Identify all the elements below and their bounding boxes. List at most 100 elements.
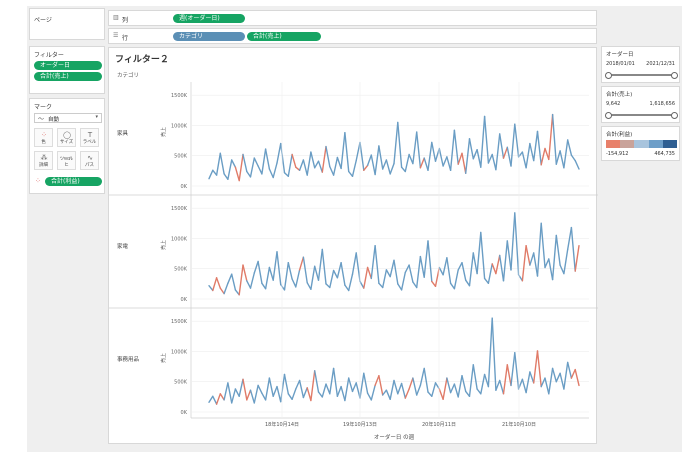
color-button[interactable]: ⁘ 色 bbox=[34, 128, 53, 147]
series-segment bbox=[310, 370, 316, 402]
series-segment bbox=[563, 248, 569, 275]
series-segment bbox=[468, 138, 474, 160]
x-tick-label: 20年10月11日 bbox=[422, 421, 456, 428]
sales-handle-right[interactable] bbox=[671, 112, 678, 119]
rows-label: 行 bbox=[122, 35, 129, 42]
series-segment bbox=[223, 382, 229, 401]
series-segment bbox=[279, 142, 286, 174]
series-segment bbox=[344, 377, 350, 402]
series-segment bbox=[502, 146, 508, 159]
series-segment bbox=[302, 256, 308, 284]
series-segment bbox=[302, 159, 308, 176]
rows-shelf[interactable]: ☰ 行 カテゴリ 合計(売上) bbox=[108, 28, 597, 44]
series-segment bbox=[215, 152, 222, 176]
rows-icon: ☰ bbox=[113, 32, 119, 39]
path-button[interactable]: ∿ パス bbox=[80, 151, 99, 170]
series-segment bbox=[238, 153, 244, 182]
color-pill-profit[interactable]: 合計(利益) bbox=[45, 177, 102, 186]
series-segment bbox=[514, 212, 520, 276]
series-segment bbox=[382, 269, 388, 289]
detail-button[interactable]: ⁂ 詳細 bbox=[34, 151, 53, 170]
series-segment bbox=[555, 372, 561, 383]
series-segment bbox=[212, 277, 218, 292]
series-segment bbox=[261, 148, 267, 175]
series-segment bbox=[389, 162, 395, 175]
profit-color-ramp[interactable] bbox=[606, 140, 678, 148]
series-segment bbox=[336, 261, 342, 279]
series-segment bbox=[536, 222, 542, 277]
series-segment bbox=[548, 113, 554, 161]
series-segment bbox=[340, 385, 346, 402]
series-segment bbox=[264, 377, 271, 401]
series-segment bbox=[404, 153, 410, 173]
mark-type-select[interactable]: 〜 自動 ▾ bbox=[34, 113, 102, 123]
series-segment bbox=[525, 371, 531, 394]
series-segment bbox=[510, 352, 516, 387]
series-segment bbox=[570, 154, 576, 162]
series-segment bbox=[374, 375, 380, 387]
series-segment bbox=[495, 379, 501, 391]
series-segment bbox=[461, 152, 467, 175]
series-segment bbox=[502, 364, 508, 395]
series-segment bbox=[559, 372, 565, 390]
series-segment bbox=[227, 273, 233, 285]
series-segment bbox=[457, 375, 463, 398]
tooltip-button[interactable]: ▭ ツールヒ bbox=[57, 151, 76, 170]
series-segment bbox=[570, 226, 576, 272]
series-segment bbox=[234, 388, 240, 397]
series-segment bbox=[393, 121, 399, 165]
series-segment bbox=[408, 377, 414, 390]
profit-legend-card: 合計(利益) -154,912 464,735 bbox=[601, 126, 680, 161]
size-button[interactable]: ◯ サイズ bbox=[57, 128, 76, 147]
series-segment bbox=[336, 385, 342, 397]
y-tick-label: 1500K bbox=[171, 206, 188, 212]
series-segment bbox=[412, 281, 418, 289]
order-date-slider[interactable] bbox=[608, 74, 674, 76]
marks-card: マーク 〜 自動 ▾ ⁘ 色 ◯ サイズ T ラベル ⁂ 詳細 ▭ ツールヒ ∿ パス ⁘ … bbox=[29, 98, 105, 194]
profit-legend-title: 合計(利益) bbox=[606, 132, 633, 138]
series-segment bbox=[434, 266, 440, 288]
series-segment bbox=[574, 244, 580, 272]
series-segment bbox=[283, 373, 290, 395]
series-segment bbox=[374, 244, 380, 285]
series-segment bbox=[242, 264, 248, 282]
series-segment bbox=[347, 377, 354, 393]
series-segment bbox=[563, 361, 569, 390]
series-segment bbox=[416, 255, 422, 289]
rows-pill-sales[interactable]: 合計(売上) bbox=[247, 32, 321, 41]
series-segment bbox=[325, 383, 331, 395]
x-tick-label: 21年10月10日 bbox=[502, 421, 536, 428]
order-date-handle-left[interactable] bbox=[605, 72, 612, 79]
series-segment bbox=[227, 382, 233, 404]
series-segment bbox=[223, 173, 229, 181]
series-segment bbox=[465, 279, 471, 287]
columns-shelf[interactable]: ▥ 列 週(オーダー日) bbox=[108, 10, 597, 26]
label-button[interactable]: T ラベル bbox=[80, 128, 99, 147]
columns-pill[interactable]: 週(オーダー日) bbox=[173, 14, 245, 23]
series-segment bbox=[385, 269, 391, 278]
y-tick-label: 1000K bbox=[171, 349, 188, 355]
category-label: 事務用品 bbox=[117, 355, 140, 363]
sales-handle-left[interactable] bbox=[605, 112, 612, 119]
series-segment bbox=[540, 222, 546, 269]
order-date-handle-right[interactable] bbox=[671, 72, 678, 79]
series-segment bbox=[408, 153, 414, 165]
series-segment bbox=[453, 383, 459, 398]
series-segment bbox=[427, 391, 433, 397]
filter-pill-sales[interactable]: 合計(売上) bbox=[34, 72, 102, 81]
series-segment bbox=[219, 152, 225, 175]
series-segment bbox=[427, 240, 433, 283]
pages-shelf[interactable]: ページ bbox=[29, 8, 105, 40]
series-segment bbox=[246, 389, 252, 401]
series-segment bbox=[446, 156, 452, 172]
series-segment bbox=[370, 154, 376, 176]
series-segment bbox=[329, 367, 335, 395]
series-segment bbox=[525, 244, 531, 266]
columns-label: 列 bbox=[122, 17, 129, 24]
series-segment bbox=[272, 385, 278, 397]
rows-pill-category[interactable]: カテゴリ bbox=[173, 32, 245, 41]
filter-pill-order-date[interactable]: オーダー日 bbox=[34, 61, 102, 70]
series-segment bbox=[238, 378, 244, 397]
sales-slider[interactable] bbox=[608, 114, 674, 116]
